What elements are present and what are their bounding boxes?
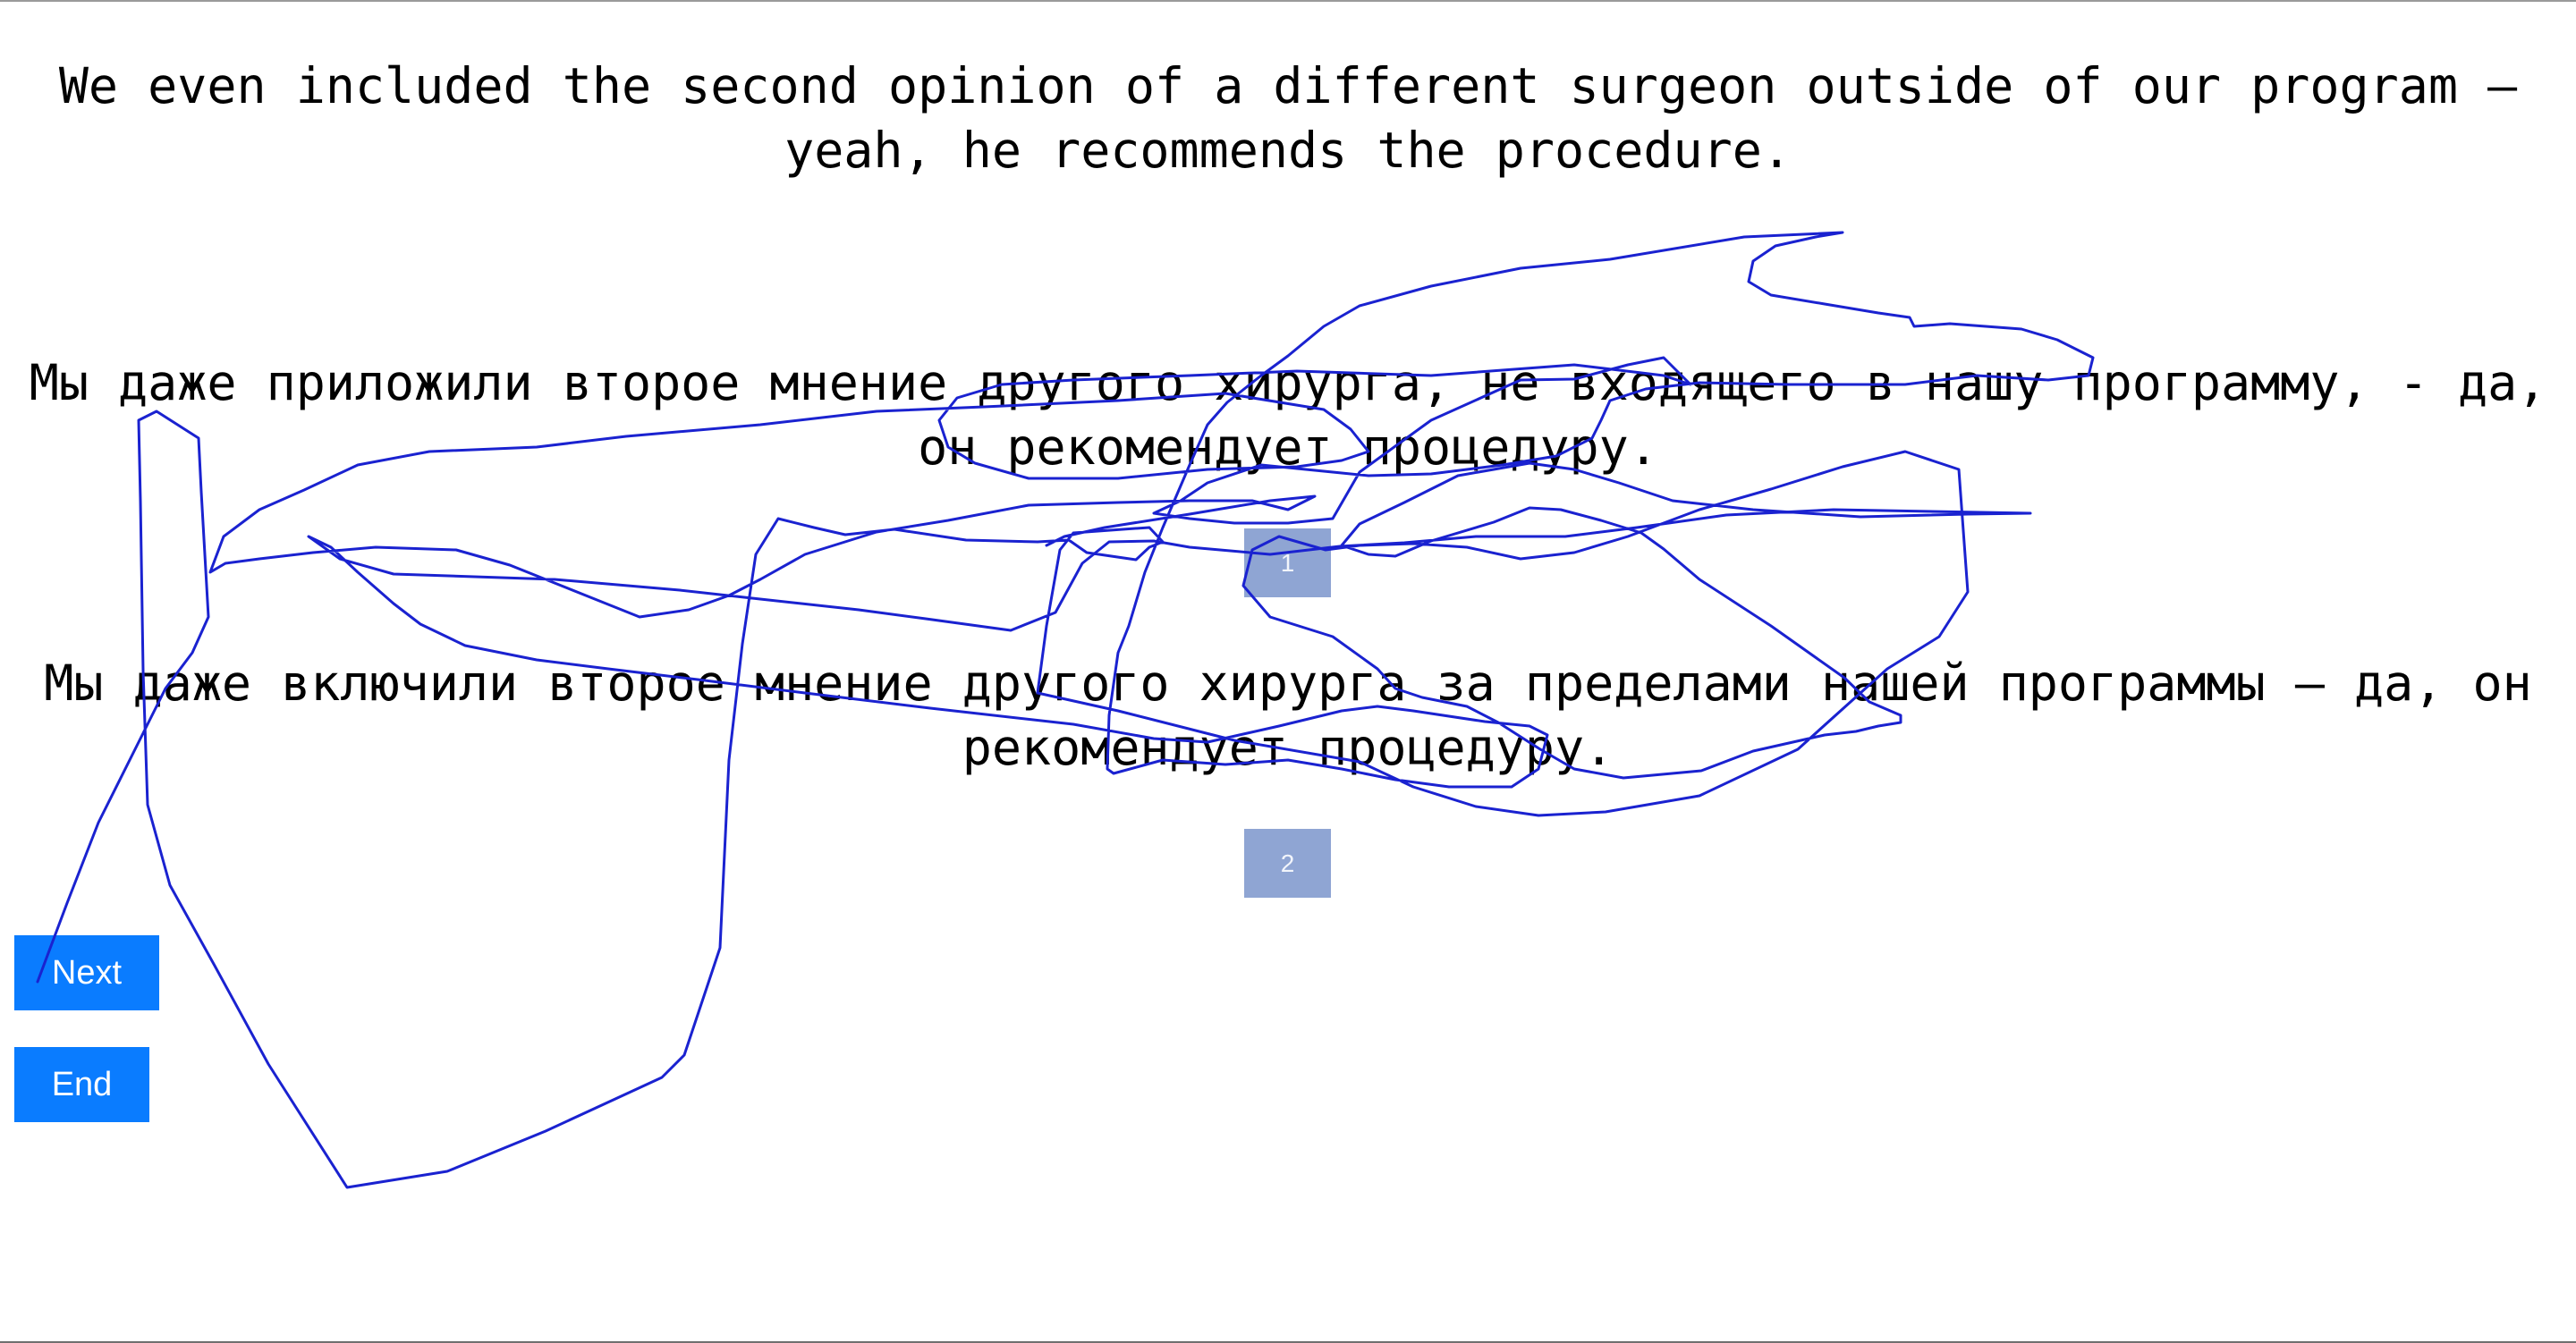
rank-button-2[interactable]: 2 (1244, 829, 1331, 898)
rank-button-1[interactable]: 1 (1244, 528, 1331, 597)
next-button[interactable]: Next (14, 935, 159, 1010)
end-button[interactable]: End (14, 1047, 149, 1122)
translation-1-text: Мы даже приложили второе мнение другого … (29, 354, 2547, 476)
source-sentence: We even included the second opinion of a… (58, 57, 2518, 179)
translation-2-text: Мы даже включили второе мнение другого х… (44, 655, 2532, 776)
